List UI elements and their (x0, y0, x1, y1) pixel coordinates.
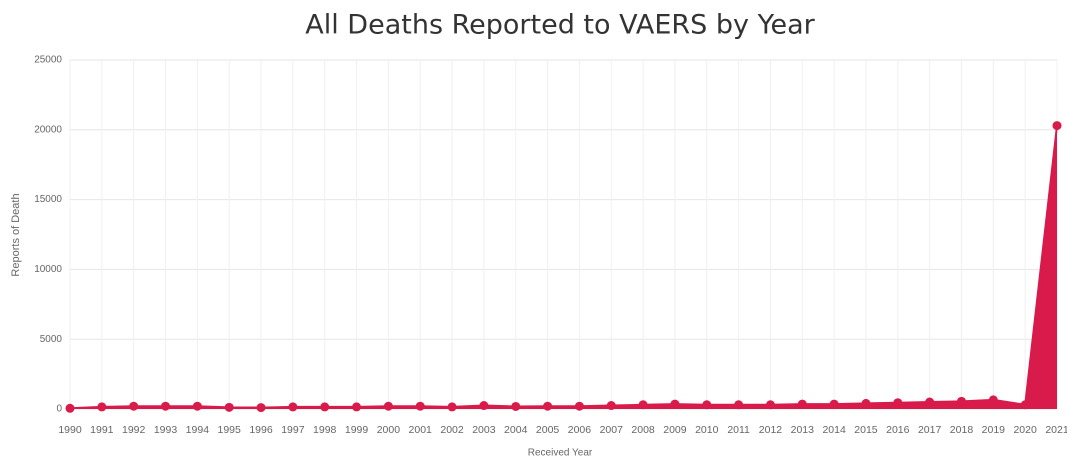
x-axis-label: Received Year (528, 448, 593, 459)
y-tick-label: 0 (56, 404, 62, 415)
y-tick-label: 20000 (34, 124, 62, 135)
x-tick-label: 2011 (727, 424, 750, 436)
point (702, 400, 712, 410)
point (352, 402, 362, 412)
point (479, 401, 489, 411)
x-tick-label: 2007 (600, 424, 624, 436)
y-axis-label: Reports of Death (10, 193, 22, 276)
x-tick-label: 1996 (249, 424, 273, 436)
point (65, 403, 75, 413)
x-tick-label: 2006 (568, 424, 592, 436)
point (415, 401, 425, 411)
point (606, 401, 616, 411)
x-tick-label: 1998 (313, 424, 337, 436)
point (797, 399, 807, 409)
x-tick-label: 2014 (822, 424, 846, 436)
point (447, 402, 457, 412)
x-tick-label: 2012 (759, 424, 783, 436)
x-tick-label: 2002 (440, 424, 464, 436)
y-tick-label: 5000 (40, 334, 63, 345)
point (288, 402, 298, 412)
x-tick-label: 1994 (186, 424, 210, 436)
x-tick-label: 2021 (1045, 424, 1067, 436)
point (192, 401, 202, 411)
x-tick-label: 1990 (58, 424, 82, 436)
x-tick-label: 1995 (218, 424, 242, 436)
point (129, 401, 139, 411)
point (256, 403, 266, 413)
y-tick-label: 25000 (34, 55, 62, 66)
x-tick-label: 1992 (122, 424, 146, 436)
x-tick-label: 2016 (886, 424, 910, 436)
area-fill (70, 125, 1057, 409)
point (543, 401, 553, 411)
x-tick-label: 2008 (631, 424, 655, 436)
x-tick-label: 2013 (791, 424, 815, 436)
point (734, 400, 744, 410)
point (1020, 400, 1030, 410)
x-tick-label: 2009 (663, 424, 687, 436)
chart-title: All Deaths Reported to VAERS by Year (305, 10, 815, 41)
x-tick-label: 2017 (918, 424, 942, 436)
x-tick-label: 1997 (281, 424, 305, 436)
x-tick-label: 1991 (90, 424, 114, 436)
point (224, 402, 234, 412)
point (765, 400, 775, 410)
point (861, 398, 871, 408)
point (320, 402, 330, 412)
point (893, 398, 903, 408)
y-tick-label: 10000 (34, 264, 62, 275)
line (69, 125, 1058, 410)
point (97, 402, 107, 412)
x-tick-label: 2005 (536, 424, 560, 436)
point (925, 397, 935, 407)
point (383, 401, 393, 411)
point (638, 400, 648, 410)
point (511, 401, 521, 411)
point (829, 399, 839, 409)
x-tick-label: 2010 (695, 424, 719, 436)
y-tick-label: 15000 (34, 194, 62, 205)
x-tick-label: 1999 (345, 424, 369, 436)
x-tick-label: 1993 (154, 424, 178, 436)
x-tick-label: 2020 (1013, 424, 1037, 436)
x-tick-label: 2019 (982, 424, 1006, 436)
point (988, 395, 998, 405)
point (161, 401, 171, 411)
point (956, 396, 966, 406)
x-tick-label: 2003 (472, 424, 496, 436)
x-tick-label: 2000 (377, 424, 401, 436)
x-tick-label: 2015 (854, 424, 878, 436)
x-tick-label: 2001 (409, 424, 433, 436)
x-tick-label: 2018 (950, 424, 974, 436)
point (670, 399, 680, 409)
x-tick-label: 2004 (504, 424, 528, 436)
point (574, 401, 584, 411)
point (1052, 121, 1062, 131)
